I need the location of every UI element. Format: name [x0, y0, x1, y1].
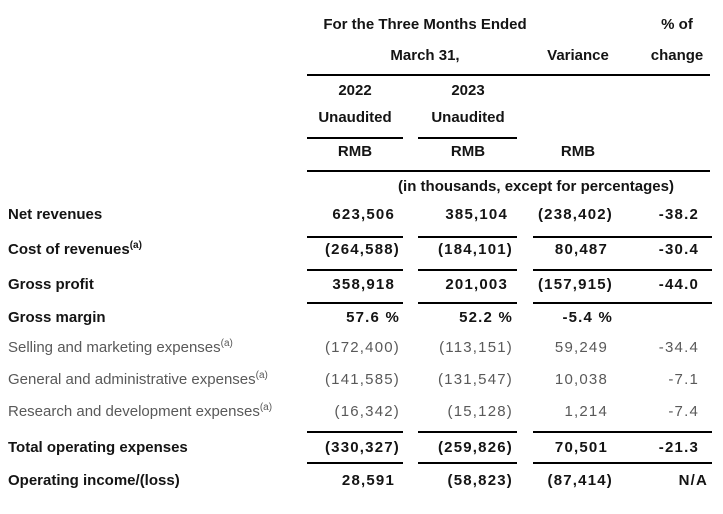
cell-2023: 201,003 — [445, 276, 508, 293]
rule-unaudited-2022 — [307, 137, 403, 139]
cell-2022: (330,327) — [324, 439, 400, 456]
header-rmb-variance: RMB — [560, 143, 596, 160]
header-row-unaudited: Unaudited Unaudited — [0, 109, 723, 127]
cell-change: -34.4 — [658, 339, 699, 356]
table-row-cost-of-revenues: Cost of revenues(a) (264,588) (184,101) … — [0, 241, 723, 259]
rule-row — [418, 431, 517, 433]
cell-2023: (113,151) — [439, 339, 513, 356]
row-label: Cost of revenues(a) — [8, 240, 142, 259]
table-row-total-operating-expenses: Total operating expenses (330,327) (259,… — [0, 439, 723, 457]
header-period-subtitle: March 31, — [390, 47, 460, 64]
cell-2023: (184,101) — [437, 241, 513, 258]
rule-row — [418, 302, 517, 304]
cell-2022: 28,591 — [341, 472, 395, 489]
cell-2023: (259,826) — [437, 439, 513, 456]
cell-variance: 70,501 — [554, 439, 608, 456]
rule-row — [418, 269, 517, 271]
cell-change: N/A — [678, 472, 708, 489]
rule-row — [307, 269, 403, 271]
header-variance: Variance — [547, 47, 609, 64]
header-change: change — [650, 47, 704, 64]
cell-change: -7.1 — [668, 371, 699, 388]
footnote-ref: (a) — [220, 338, 233, 349]
cell-variance: 10,038 — [554, 371, 608, 388]
rule-row — [533, 236, 712, 238]
table-row-gross-margin: Gross margin 57.6 % 52.2 % -5.4 % — [0, 309, 723, 327]
row-label: Gross profit — [8, 276, 94, 293]
cell-change: -38.2 — [658, 206, 699, 223]
header-row-units: (in thousands, except for percentages) — [0, 178, 723, 196]
cell-2023: (15,128) — [447, 403, 513, 420]
cell-2023: (131,547) — [437, 371, 513, 388]
footnote-ref: (a) — [255, 370, 268, 381]
cell-2023: 52.2 % — [459, 309, 513, 326]
row-label: Research and development expenses(a) — [8, 402, 273, 421]
rule-row — [533, 302, 712, 304]
cell-variance: -5.4 % — [562, 309, 613, 326]
units-note: (in thousands, except for percentages) — [398, 178, 674, 195]
header-unaudited-2023: Unaudited — [431, 109, 505, 126]
rule-row — [418, 462, 517, 464]
table-row-general-admin: General and administrative expenses(a) (… — [0, 371, 723, 389]
cell-variance: 59,249 — [554, 339, 608, 356]
cell-2022: (264,588) — [324, 241, 400, 258]
cell-variance: 80,487 — [554, 241, 608, 258]
rule-unaudited-2023 — [418, 137, 517, 139]
rule-row — [533, 431, 712, 433]
header-period-title: For the Three Months Ended — [323, 16, 527, 33]
header-rmb-2023: RMB — [450, 143, 486, 160]
rule-rmb — [307, 170, 710, 172]
header-year-2022: 2022 — [338, 82, 372, 99]
cell-2023: 385,104 — [445, 206, 508, 223]
row-label: General and administrative expenses(a) — [8, 370, 268, 389]
row-label: Operating income/(loss) — [8, 472, 180, 489]
cell-change: -7.4 — [668, 403, 699, 420]
cell-variance: (157,915) — [537, 276, 613, 293]
row-label: Gross margin — [8, 309, 106, 326]
cell-2022: 57.6 % — [346, 309, 400, 326]
cell-2023: (58,823) — [447, 472, 513, 489]
rule-row — [533, 269, 712, 271]
cell-change: -44.0 — [658, 276, 699, 293]
cell-2022: (141,585) — [324, 371, 400, 388]
cell-2022: (172,400) — [324, 339, 400, 356]
rule-row — [307, 462, 403, 464]
table-row-research-development: Research and development expenses(a) (16… — [0, 403, 723, 421]
row-label: Total operating expenses — [8, 439, 188, 456]
table-row-operating-income: Operating income/(loss) 28,591 (58,823) … — [0, 472, 723, 490]
rule-row — [418, 236, 517, 238]
rule-header — [307, 74, 710, 76]
row-label: Selling and marketing expenses(a) — [8, 338, 233, 357]
header-pct-of: % of — [661, 16, 693, 33]
header-row-2: March 31, Variance change — [0, 47, 723, 65]
cell-2022: (16,342) — [334, 403, 400, 420]
header-row-1: For the Three Months Ended % of — [0, 16, 723, 34]
cell-variance: (238,402) — [537, 206, 613, 223]
cell-variance: 1,214 — [564, 403, 608, 420]
rule-row — [307, 431, 403, 433]
row-label: Net revenues — [8, 206, 103, 223]
header-row-rmb: RMB RMB RMB — [0, 143, 723, 161]
table-row-gross-profit: Gross profit 358,918 201,003 (157,915) -… — [0, 276, 723, 294]
header-row-years: 2022 2023 — [0, 82, 723, 100]
cell-change: -21.3 — [658, 439, 699, 456]
cell-2022: 358,918 — [332, 276, 395, 293]
rule-row — [533, 462, 712, 464]
header-unaudited-2022: Unaudited — [318, 109, 392, 126]
cell-change: -30.4 — [658, 241, 699, 258]
cell-2022: 623,506 — [332, 206, 395, 223]
rule-row — [307, 236, 403, 238]
footnote-ref: (a) — [129, 240, 142, 251]
header-year-2023: 2023 — [451, 82, 485, 99]
cell-variance: (87,414) — [547, 472, 613, 489]
header-rmb-2022: RMB — [337, 143, 373, 160]
table-row-net-revenues: Net revenues 623,506 385,104 (238,402) -… — [0, 206, 723, 224]
footnote-ref: (a) — [259, 402, 273, 413]
table-row-selling-marketing: Selling and marketing expenses(a) (172,4… — [0, 339, 723, 357]
rule-row — [307, 302, 403, 304]
